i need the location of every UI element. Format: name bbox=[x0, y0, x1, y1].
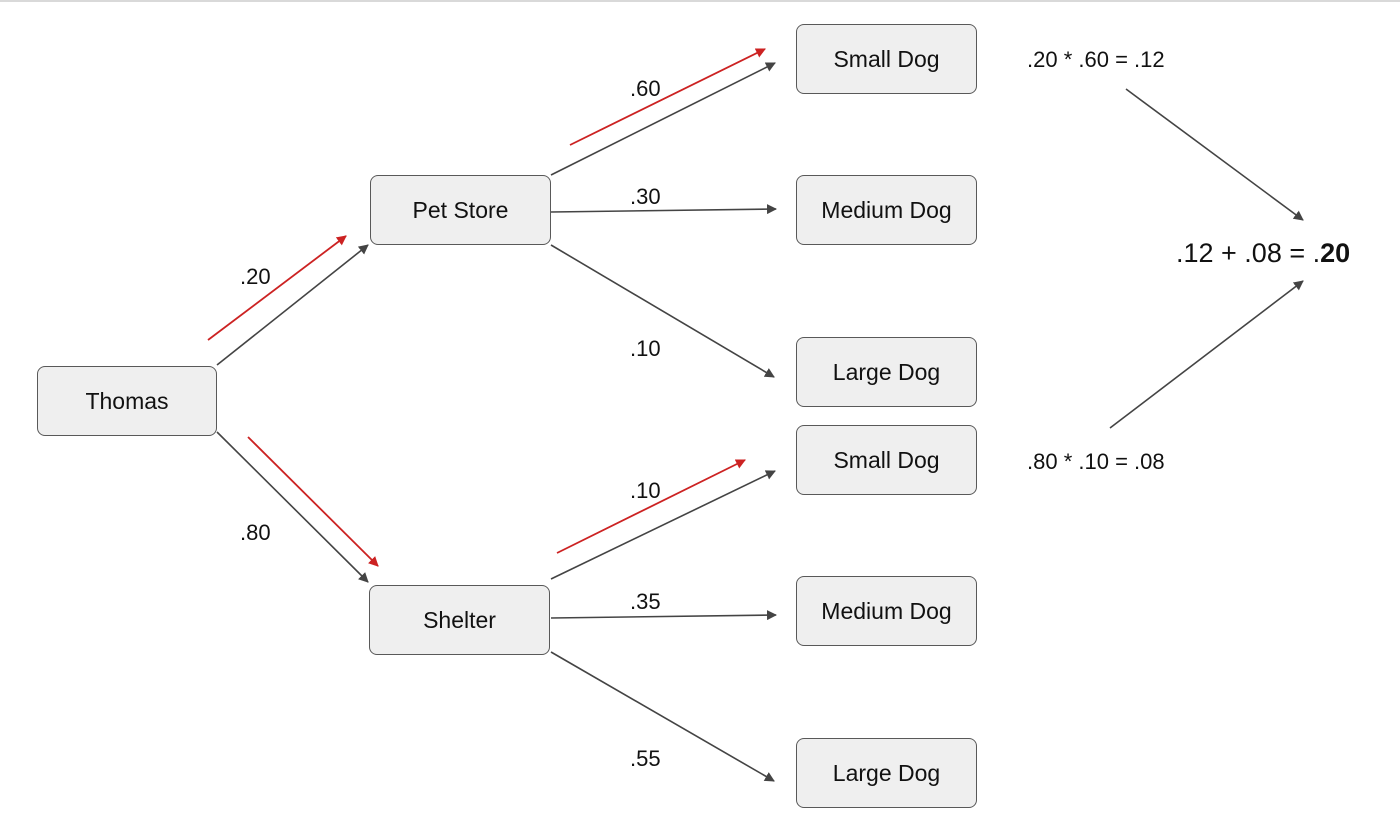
edge-label-thomas-shelter: .80 bbox=[240, 520, 271, 545]
edge-label-pet-store-large: .10 bbox=[630, 336, 661, 361]
edge-label-shelter-medium: .35 bbox=[630, 589, 661, 614]
edge-label-pet-store-small: .60 bbox=[630, 76, 661, 101]
highlight-arrow-thomas-pet-store bbox=[207, 235, 347, 341]
arrow-pet-store-medium-dog bbox=[550, 204, 777, 215]
arrow-pet-store-large-dog bbox=[550, 244, 775, 378]
node-shelter-large-dog: Large Dog bbox=[796, 738, 977, 808]
highlight-arrow-pet-store-small-dog bbox=[569, 48, 766, 146]
edge-label-pet-store-medium: .30 bbox=[630, 184, 661, 209]
arrow-calc-to-sum-bottom bbox=[1109, 280, 1304, 429]
arrow-shelter-small-dog bbox=[550, 470, 776, 580]
node-shelter-medium-dog: Medium Dog bbox=[796, 576, 977, 646]
highlight-arrow-shelter-small-dog bbox=[556, 459, 746, 554]
node-pet-store-medium-dog: Medium Dog bbox=[796, 175, 977, 245]
edge-label-thomas-pet-store: .20 bbox=[240, 264, 271, 289]
calc-sum-value: 20 bbox=[1320, 238, 1351, 268]
calc-sum-result: .12 + .08 = .20 bbox=[1176, 240, 1350, 267]
node-thomas: Thomas bbox=[37, 366, 217, 436]
calc-sum-expression: .12 + .08 = . bbox=[1176, 238, 1321, 268]
node-pet-store-small-dog: Small Dog bbox=[796, 24, 977, 94]
edge-label-shelter-large: .55 bbox=[630, 746, 661, 771]
node-pet-store-large-dog: Large Dog bbox=[796, 337, 977, 407]
arrow-shelter-medium-dog bbox=[550, 610, 777, 621]
calc-shelter-path: .80 * .10 = .08 bbox=[1027, 449, 1165, 474]
node-pet-store: Pet Store bbox=[370, 175, 551, 245]
arrow-shelter-large-dog bbox=[550, 651, 775, 782]
top-divider bbox=[0, 0, 1400, 2]
arrow-pet-store-small-dog bbox=[550, 62, 776, 176]
arrow-calc-to-sum-top bbox=[1125, 88, 1304, 221]
calc-pet-store-path: .20 * .60 = .12 bbox=[1027, 47, 1165, 72]
node-shelter-small-dog: Small Dog bbox=[796, 425, 977, 495]
edge-label-shelter-small: .10 bbox=[630, 478, 661, 503]
arrow-thomas-shelter bbox=[216, 431, 369, 583]
node-shelter: Shelter bbox=[369, 585, 550, 655]
highlight-arrow-thomas-shelter bbox=[247, 436, 379, 567]
arrow-thomas-pet-store bbox=[216, 244, 369, 366]
